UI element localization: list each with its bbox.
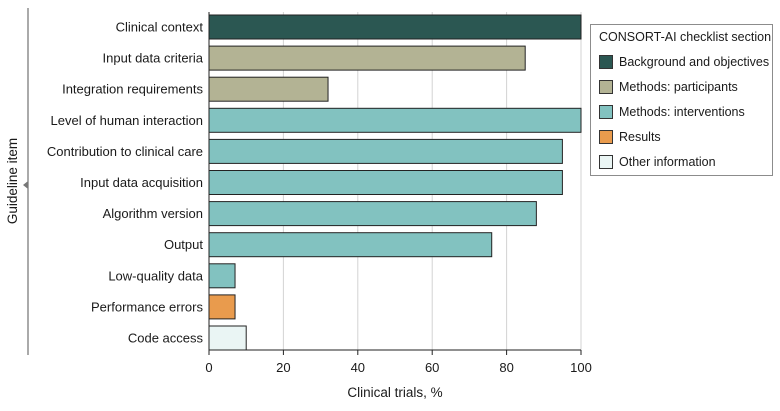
legend-swatch [599,79,613,94]
legend-label: Methods: participants [619,79,738,94]
category-label: Input data criteria [103,51,204,66]
legend: CONSORT-AI checklist section Background … [590,24,773,176]
x-tick-label: 40 [351,360,365,375]
category-label: Level of human interaction [51,113,203,128]
category-label: Algorithm version [103,206,203,221]
bar [208,138,563,164]
legend-swatch [599,54,613,69]
legend-item-results: Results [599,124,772,149]
bars [208,14,582,351]
x-axis: 0 20 40 60 80 100 [205,12,592,375]
bar [208,76,329,102]
category-labels: Clinical context Input data criteria Integ… [47,20,204,346]
legend-title: CONSORT-AI checklist section [599,30,772,44]
legend-label: Methods: interventions [619,104,745,119]
legend-label: Background and objectives [619,54,770,69]
bar [208,325,247,351]
category-label: Contribution to clinical care [47,144,203,159]
x-tick-label: 20 [276,360,290,375]
legend-swatch [599,129,613,144]
legend-label: Other information [619,154,716,169]
y-label-arrow [23,181,28,189]
legend-item-participants: Methods: participants [599,74,772,99]
bar [208,107,582,133]
x-tick-label: 80 [499,360,513,375]
category-label: Performance errors [91,299,203,314]
x-axis-label: Clinical trials, % [347,385,442,400]
legend-swatch [599,104,613,119]
bar [208,14,582,40]
y-axis-label: Guideline item [5,138,20,224]
x-tick-label: 0 [205,360,212,375]
legend-item-interventions: Methods: interventions [599,99,772,124]
bar [208,232,493,258]
bar [208,170,563,195]
bar [208,45,526,71]
legend-item-background: Background and objectives [599,49,772,74]
category-label: Code access [128,331,204,346]
category-label: Input data acquisition [80,175,203,190]
category-label: Low-quality data [108,268,203,283]
legend-label: Results [619,129,661,144]
category-label: Output [164,237,203,252]
legend-swatch [599,154,613,169]
x-tick-label: 100 [570,360,592,375]
bar [208,263,236,289]
bar [208,294,236,320]
category-label: Clinical context [116,20,204,35]
legend-item-other: Other information [599,149,772,174]
x-tick-label: 60 [425,360,439,375]
category-label: Integration requirements [62,82,203,97]
bar [208,201,537,227]
